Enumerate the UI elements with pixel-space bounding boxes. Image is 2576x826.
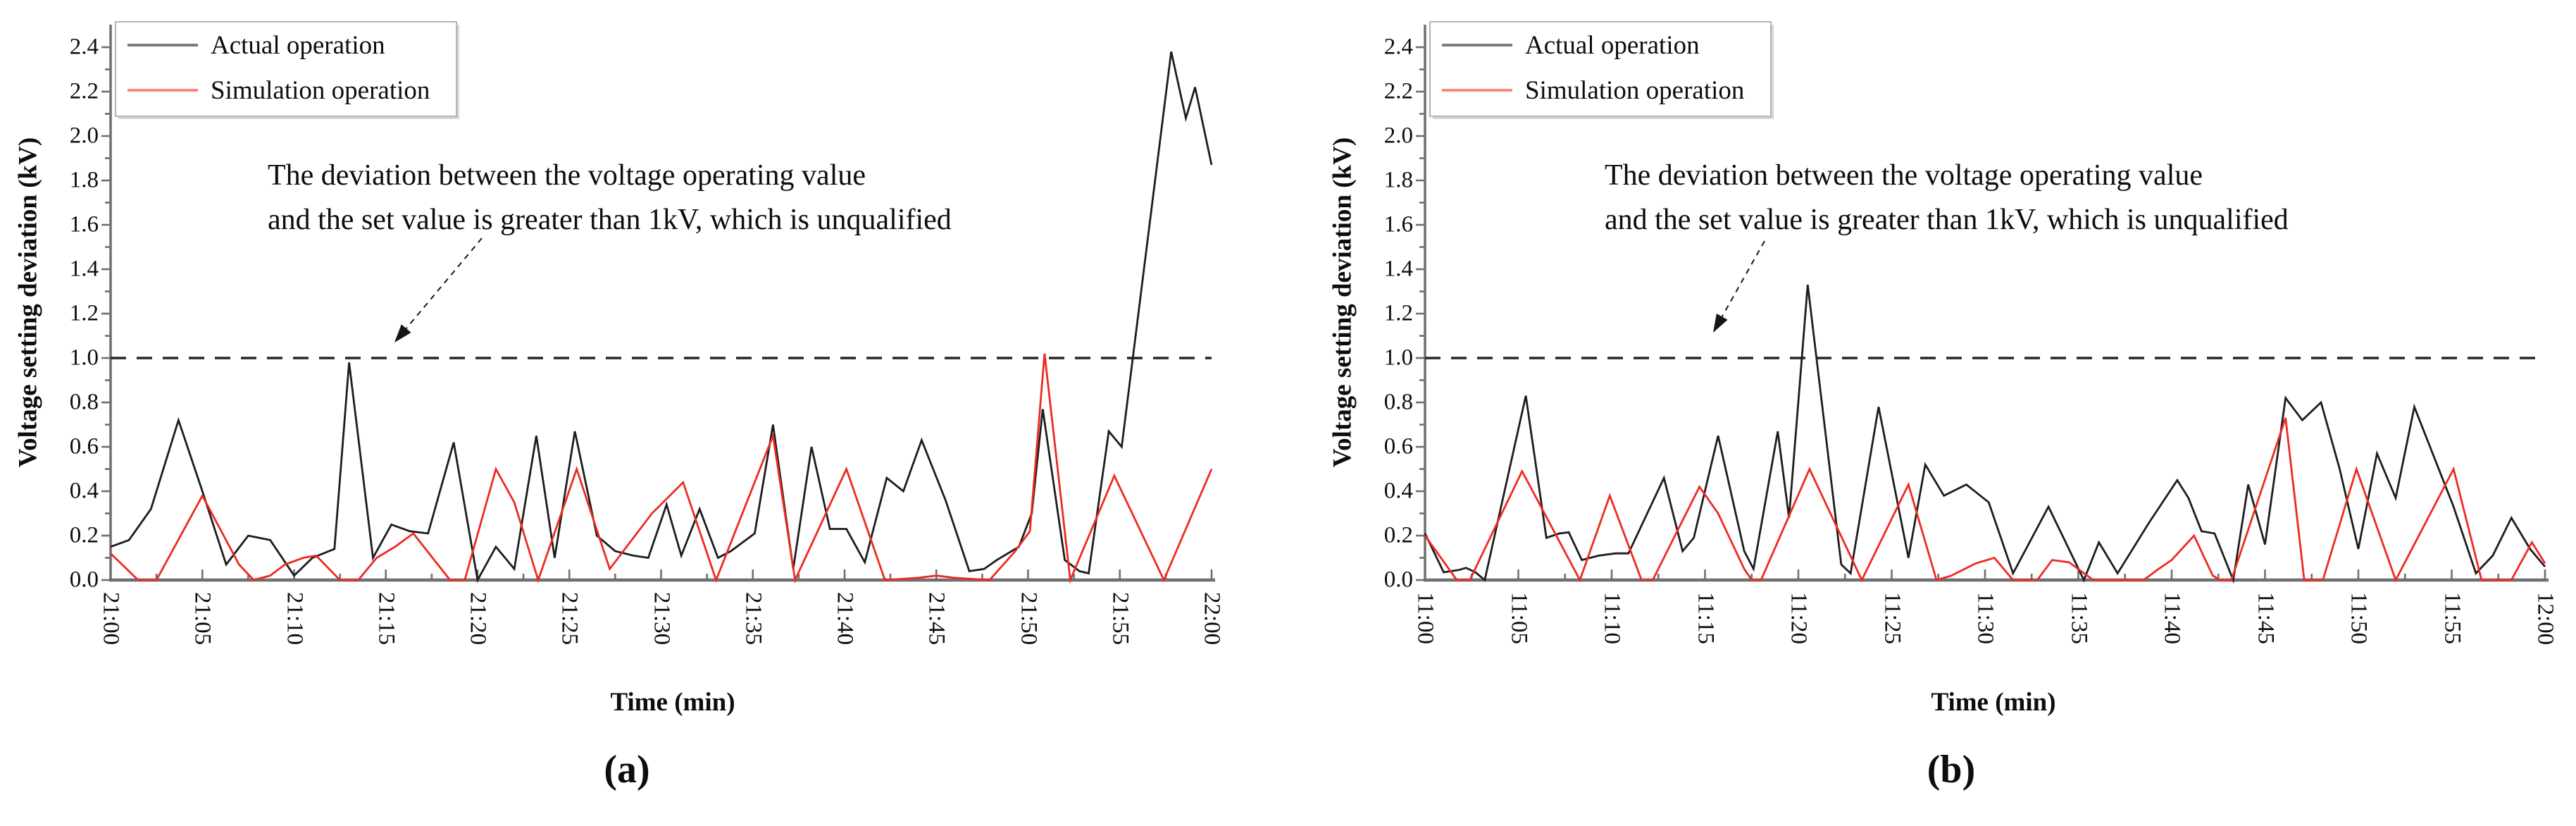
y-tick-label: 0.8	[69, 389, 99, 415]
y-tick-label: 1.8	[1383, 167, 1413, 193]
x-axis-title-a: Time (min)	[610, 688, 735, 717]
y-tick-label: 0.4	[1383, 478, 1413, 504]
y-tick-label: 0.6	[69, 433, 99, 460]
y-tick-label: 2.4	[69, 34, 99, 60]
y-tick-label: 1.2	[69, 300, 99, 326]
threshold-annotation-a: The deviation between the voltage operat…	[268, 154, 952, 242]
actual-line-sample-icon	[127, 44, 198, 47]
y-tick-label: 2.4	[1383, 34, 1413, 60]
legend-label-simulation: Simulation operation	[1525, 75, 1745, 105]
legend-row-actual: Actual operation	[116, 23, 456, 68]
legend-label-actual: Actual operation	[1525, 30, 1700, 60]
y-tick-label: 1.0	[1383, 345, 1413, 371]
panel-caption-b: (b)	[1927, 748, 1976, 791]
y-tick-label: 0.0	[69, 567, 99, 593]
annotation-line-1: The deviation between the voltage operat…	[1605, 159, 2203, 192]
y-tick-label: 2.0	[69, 123, 99, 149]
legend-b: Actual operation Simulation operation	[1429, 21, 1772, 117]
y-tick-label: 0.6	[1383, 433, 1413, 460]
x-axis-title-b: Time (min)	[1931, 688, 2056, 717]
legend-label-actual: Actual operation	[211, 30, 385, 60]
y-tick-label: 1.0	[69, 345, 99, 371]
panel-caption-a: (a)	[604, 748, 650, 791]
y-tick-label: 2.2	[69, 78, 99, 104]
y-tick-label: 0.0	[1383, 567, 1413, 593]
simulation-line-sample-icon	[1442, 89, 1512, 92]
y-tick-label: 1.4	[1383, 256, 1413, 282]
y-tick-label: 1.8	[69, 167, 99, 193]
y-tick-label: 0.2	[69, 522, 99, 548]
legend-row-actual: Actual operation	[1431, 23, 1770, 68]
y-tick-label: 2.2	[1383, 78, 1413, 104]
y-tick-label: 1.6	[1383, 211, 1413, 238]
annotation-line-2: and the set value is greater than 1kV, w…	[268, 204, 952, 236]
y-tick-label: 1.6	[69, 211, 99, 238]
annotation-line-2: and the set value is greater than 1kV, w…	[1605, 204, 2289, 236]
y-tick-label: 1.2	[1383, 300, 1413, 326]
y-tick-label: 0.2	[1383, 522, 1413, 548]
y-tick-label: 0.8	[1383, 389, 1413, 415]
legend-a: Actual operation Simulation operation	[115, 21, 457, 117]
legend-row-simulation: Simulation operation	[1431, 68, 1770, 113]
y-tick-label: 1.4	[69, 256, 99, 282]
legend-row-simulation: Simulation operation	[116, 68, 456, 113]
threshold-annotation-b: The deviation between the voltage operat…	[1605, 154, 2289, 242]
y-tick-label: 2.0	[1383, 123, 1413, 149]
annotation-line-1: The deviation between the voltage operat…	[268, 159, 866, 192]
legend-label-simulation: Simulation operation	[211, 75, 430, 105]
actual-line-sample-icon	[1442, 44, 1512, 47]
simulation-line-sample-icon	[127, 89, 198, 92]
y-tick-label: 0.4	[69, 478, 99, 504]
